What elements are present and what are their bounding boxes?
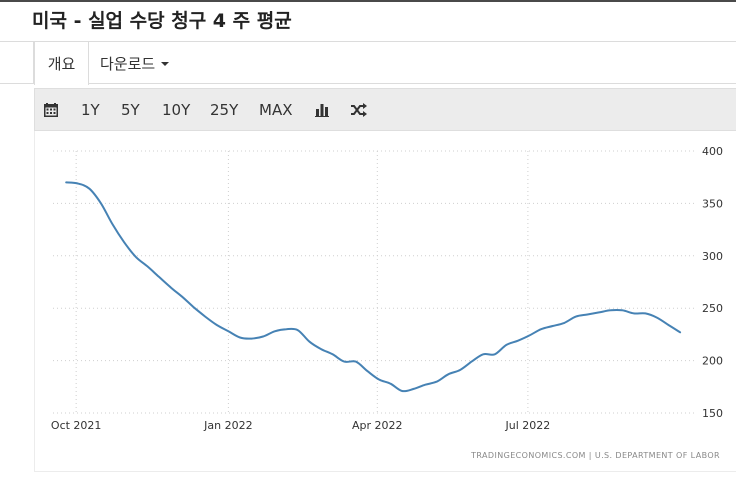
y-tick-label: 350	[702, 197, 723, 210]
shuffle-icon[interactable]	[350, 89, 368, 130]
range-max-button[interactable]: MAX	[259, 100, 293, 119]
bar-chart-icon[interactable]	[315, 89, 329, 130]
x-tick-label: Apr 2022	[352, 419, 403, 432]
range-5y-button[interactable]: 5Y	[121, 100, 140, 119]
series-line	[65, 181, 682, 393]
tab-download-label: 다운로드	[100, 54, 156, 73]
nav-bar: 개요 다운로드	[0, 41, 736, 85]
tab-download[interactable]: 다운로드	[100, 42, 180, 84]
chart-panel: 150 200 250 300 350 400 Oct 2021 Jan 2022 Apr 20…	[34, 131, 736, 472]
y-tick-label: 250	[702, 302, 723, 315]
range-1y-button[interactable]: 1Y	[81, 100, 100, 119]
top-border	[0, 0, 736, 2]
y-tick-label: 200	[702, 355, 723, 368]
x-tick-label: Oct 2021	[51, 419, 102, 432]
tab-overview-label: 개요	[47, 55, 76, 73]
page-title: 미국 - 실업 수당 청구 4 주 평균	[32, 10, 292, 32]
x-tick-label: Jan 2022	[203, 419, 252, 432]
chart-toolbar: 1Y 5Y 10Y 25Y MAX	[34, 88, 736, 131]
y-tick-label: 400	[702, 145, 723, 158]
y-tick-label: 300	[702, 250, 723, 263]
range-25y-button[interactable]: 25Y	[210, 100, 239, 119]
calendar-icon[interactable]	[44, 89, 58, 130]
x-tick-label: Jul 2022	[504, 419, 550, 432]
caret-down-icon	[161, 62, 170, 66]
y-tick-label: 150	[702, 407, 723, 420]
source-credit: TRADINGECONOMICS.COM | U.S. DEPARTMENT O…	[471, 451, 720, 460]
tab-overview[interactable]: 개요	[34, 42, 89, 85]
nav-left-spacer	[0, 41, 34, 84]
range-10y-button[interactable]: 10Y	[162, 100, 191, 119]
line-chart: 150 200 250 300 350 400 Oct 2021 Jan 2022 Apr 20…	[51, 145, 723, 432]
